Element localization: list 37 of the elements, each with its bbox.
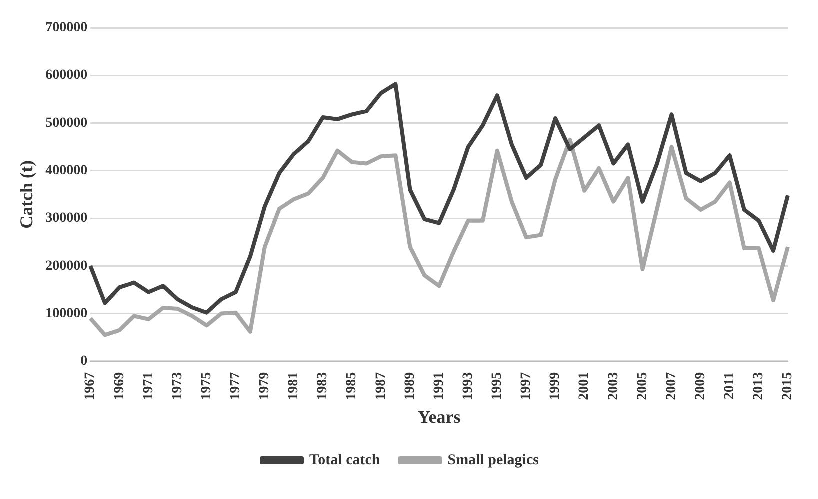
x-tick-label: 1983 bbox=[316, 372, 331, 400]
x-tick-label: 2007 bbox=[664, 372, 680, 400]
x-tick-label: 1975 bbox=[199, 372, 214, 400]
x-tick-label: 1991 bbox=[432, 372, 447, 400]
y-axis-title: Catch (t) bbox=[16, 160, 36, 229]
legend-label: Small pelagics bbox=[448, 452, 540, 468]
x-tick-label: 2015 bbox=[780, 372, 796, 400]
x-tick-label: 2005 bbox=[635, 372, 650, 400]
x-tick-label: 1987 bbox=[374, 372, 389, 400]
x-tick-label: 1973 bbox=[170, 372, 186, 400]
x-tick-label: 2001 bbox=[577, 372, 592, 400]
x-tick-label: 1969 bbox=[112, 372, 128, 400]
x-tick-label: 1981 bbox=[286, 372, 302, 400]
y-tick-label: 700000 bbox=[46, 20, 88, 36]
x-tick-label: 1977 bbox=[228, 372, 244, 400]
y-tick-label: 600000 bbox=[46, 68, 88, 84]
y-tick-label: 300000 bbox=[46, 211, 88, 226]
x-tick-label: 1995 bbox=[490, 372, 506, 400]
y-tick-label: 200000 bbox=[46, 258, 88, 274]
y-tick-label: 400000 bbox=[46, 163, 88, 178]
x-tick-label: 1993 bbox=[460, 372, 476, 400]
x-tick-label: 1979 bbox=[258, 372, 273, 400]
x-tick-label: 2003 bbox=[606, 372, 622, 400]
x-tick-label: 2013 bbox=[752, 372, 767, 400]
x-tick-label: 1971 bbox=[141, 372, 156, 400]
x-tick-label: 2009 bbox=[693, 372, 708, 400]
x-axis-title: Years bbox=[418, 406, 461, 427]
x-tick-label: 1985 bbox=[344, 372, 360, 400]
x-tick-label: 1989 bbox=[402, 372, 418, 400]
x-tick-label: 1967 bbox=[83, 372, 98, 400]
y-tick-label: 500000 bbox=[46, 116, 88, 131]
x-tick-label: 2011 bbox=[722, 372, 738, 400]
x-tick-label: 1997 bbox=[519, 372, 534, 400]
legend-label: Total catch bbox=[310, 452, 381, 468]
y-tick-label: 100000 bbox=[46, 306, 88, 322]
y-tick-label: 0 bbox=[80, 354, 88, 370]
x-tick-label: 1999 bbox=[548, 372, 564, 400]
